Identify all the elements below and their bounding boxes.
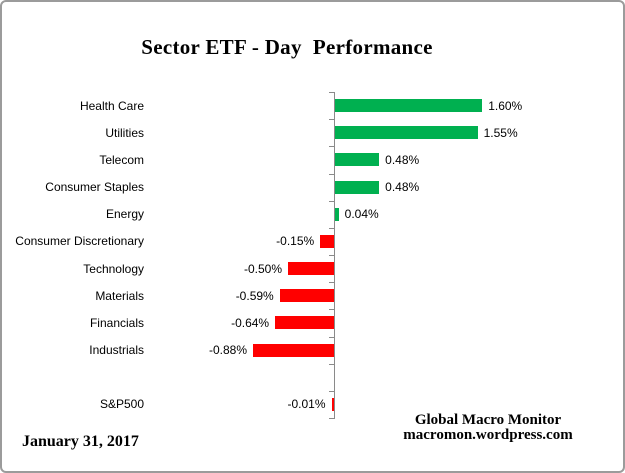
- value-label: -0.59%: [235, 288, 274, 303]
- axis-tick: [329, 146, 335, 148]
- axis-tick: [329, 418, 335, 420]
- value-label: -0.01%: [287, 397, 326, 412]
- axis-tick: [329, 309, 335, 311]
- axis-tick: [329, 92, 335, 93]
- category-label: Financials: [89, 315, 144, 330]
- bar: [335, 126, 478, 140]
- value-label: -0.88%: [209, 343, 248, 358]
- category-label: Telecom: [99, 152, 144, 167]
- axis-tick: [329, 200, 335, 202]
- attribution-url: macromon.wordpress.com: [403, 427, 573, 443]
- value-label: 1.55%: [483, 125, 518, 140]
- bar: [253, 343, 334, 357]
- bar: [275, 316, 334, 330]
- axis-tick: [329, 336, 335, 338]
- category-label: Utilities: [105, 125, 144, 140]
- axis-tick: [329, 173, 335, 175]
- attribution-source: Global Macro Monitor: [414, 412, 562, 428]
- axis-tick: [329, 255, 335, 257]
- axis-tick: [329, 227, 335, 229]
- attribution: Global Macro Monitor macromon.wordpress.…: [378, 413, 598, 443]
- category-label: Consumer Staples: [45, 180, 144, 195]
- axis-tick: [329, 390, 335, 392]
- value-label: 0.48%: [385, 152, 420, 167]
- bar: [335, 180, 380, 194]
- axis-tick: [329, 119, 335, 121]
- bar: [320, 234, 334, 248]
- category-label: Consumer Discretionary: [15, 234, 144, 249]
- bar: [331, 397, 334, 411]
- value-label: -0.64%: [231, 315, 270, 330]
- date-label: January 31, 2017: [22, 433, 139, 450]
- category-label: Materials: [95, 288, 144, 303]
- category-label: Health Care: [79, 98, 144, 113]
- chart-title: Sector ETF - Day Performance: [141, 35, 433, 59]
- category-label: Energy: [105, 207, 144, 222]
- bar: [335, 153, 380, 167]
- bar: [279, 289, 334, 303]
- axis-tick: [329, 363, 335, 365]
- category-label: Industrials: [89, 343, 144, 358]
- axis-tick: [329, 282, 335, 284]
- category-label: Technology: [83, 261, 144, 276]
- category-label: S&P500: [99, 397, 144, 412]
- value-label: -0.50%: [243, 261, 282, 276]
- value-label: -0.15%: [276, 234, 315, 249]
- value-label: 0.04%: [344, 207, 379, 222]
- bar: [335, 207, 339, 221]
- value-label: 1.60%: [488, 98, 523, 113]
- bar: [335, 99, 483, 113]
- bar: [288, 262, 334, 276]
- value-label: 0.48%: [385, 180, 420, 195]
